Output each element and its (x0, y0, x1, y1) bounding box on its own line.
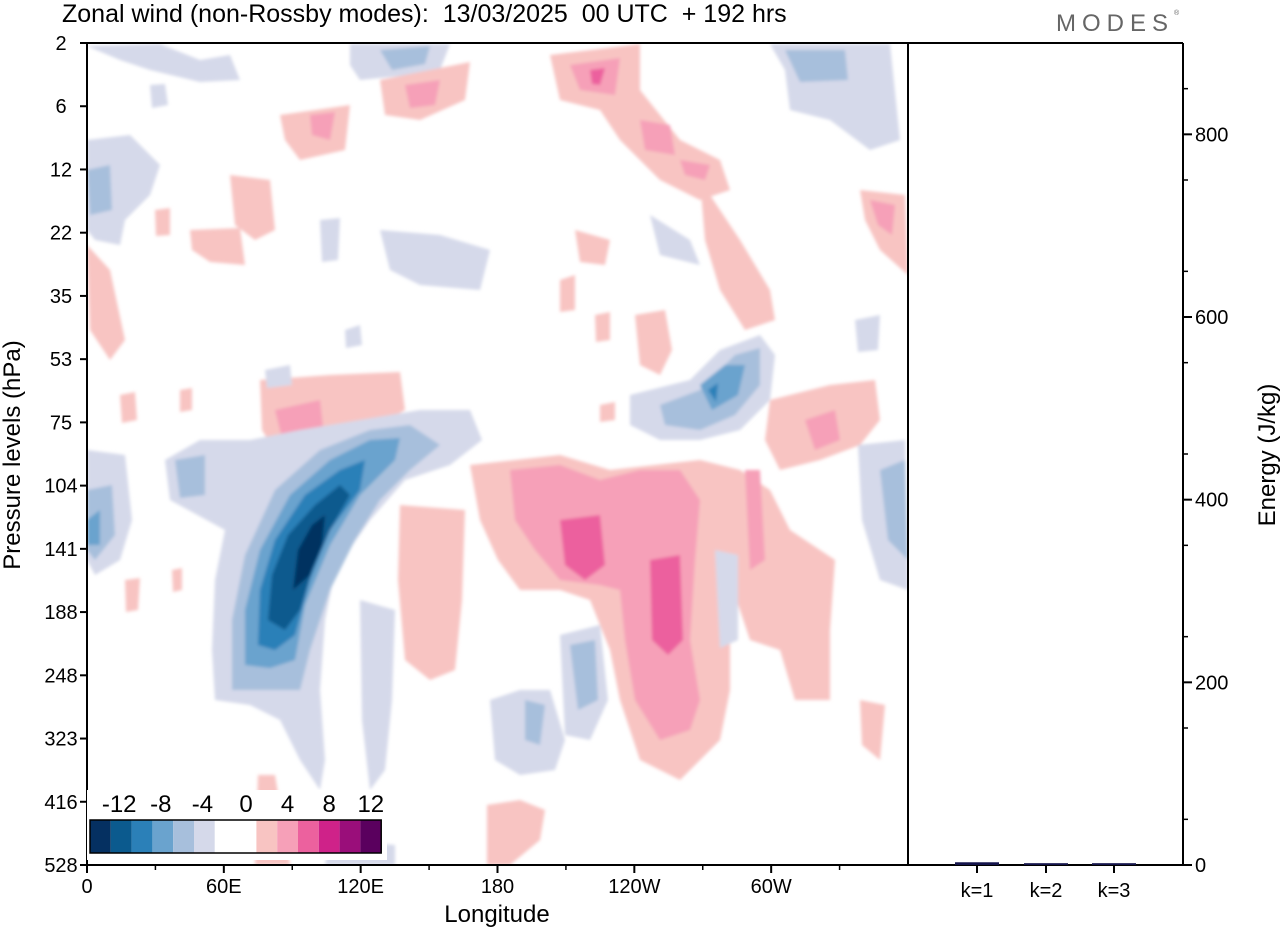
k-tick-label: k=3 (1098, 880, 1131, 902)
zonal-wind-contour-field (87, 44, 908, 865)
y-tick-label: 2 (55, 33, 66, 55)
y-axis-title: Pressure levels (hPa) (0, 340, 26, 569)
wavenumber-axis: k=1 k=2 k=3 (961, 865, 1131, 902)
colorbar-swatch (152, 820, 174, 853)
energy-tick-label: 200 (1195, 672, 1228, 694)
x-axis-title: Longitude (444, 901, 549, 928)
chart-title: Zonal wind (non-Rossby modes): 13/03/202… (62, 0, 787, 28)
colorbar-label: 0 (239, 791, 252, 818)
modes-logo: MODES® (1056, 10, 1180, 37)
y-tick-label: 75 (50, 412, 72, 434)
colorbar-border (89, 819, 382, 854)
y-tick-label: 188 (44, 602, 77, 624)
x-tick-label: 60E (206, 876, 242, 898)
colorbar-swatch (298, 820, 319, 853)
energy-tick-label: 400 (1195, 490, 1228, 512)
y-tick-label: 53 (50, 349, 72, 371)
x-tick-label: 120W (608, 876, 660, 898)
colorbar-label: 12 (357, 791, 384, 818)
energy-tick-label: 600 (1195, 307, 1228, 329)
colorbar-swatch (256, 820, 278, 853)
colorbar-label: -8 (150, 791, 171, 818)
y-tick-label: 323 (44, 729, 77, 751)
energy-axis-title: Energy (J/kg) (1254, 384, 1280, 527)
longitude-axis: 0 60E 120E 180 120W 60W (81, 865, 841, 898)
pressure-axis: 2 6 12 22 35 53 75 104 141 188 248 323 416 528 (44, 33, 87, 877)
colorbar-swatch (277, 820, 298, 853)
energy-bar (1092, 863, 1136, 865)
colorbar-swatch (131, 820, 153, 853)
x-tick-label: 120E (337, 876, 384, 898)
y-tick-label: 22 (50, 223, 72, 245)
y-tick-label: 416 (44, 792, 77, 814)
colorbar-swatch (235, 820, 257, 853)
colorbar-swatch (318, 820, 340, 853)
y-tick-label: 35 (50, 286, 72, 308)
colorbar-swatch (194, 820, 215, 853)
energy-bar (1024, 863, 1068, 865)
energy-tick-label: 0 (1195, 855, 1206, 877)
energy-bars (955, 862, 1136, 865)
k-tick-label: k=2 (1030, 880, 1063, 902)
y-tick-label: 12 (50, 159, 72, 181)
colorbar-swatch (360, 820, 382, 853)
colorbar-label: 4 (281, 791, 294, 818)
x-tick-label: 0 (81, 876, 92, 898)
energy-tick-label: 800 (1195, 124, 1228, 146)
y-tick-label: 6 (55, 96, 66, 118)
colorbar-swatch (173, 820, 194, 853)
colorbar-swatch (214, 820, 236, 853)
y-tick-label: 141 (44, 539, 77, 561)
colorbar-label: 8 (323, 791, 336, 818)
energy-axis: 0 200 400 600 800 (1183, 87, 1228, 877)
colorbar-label: -12 (102, 791, 137, 818)
colorbar-label: -4 (192, 791, 213, 818)
colorbar-legend: -12 -8 -4 0 4 8 12 (87, 790, 387, 860)
colorbar-swatch (90, 820, 111, 853)
colorbar-swatch (339, 820, 361, 853)
energy-bar (955, 862, 999, 865)
y-tick-label: 528 (44, 855, 77, 877)
k-tick-label: k=1 (961, 880, 994, 902)
x-tick-label: 180 (481, 876, 514, 898)
colorbar-swatch (110, 820, 132, 853)
y-tick-label: 104 (44, 476, 77, 498)
x-tick-label: 60W (751, 876, 792, 898)
y-tick-label: 248 (44, 665, 77, 687)
